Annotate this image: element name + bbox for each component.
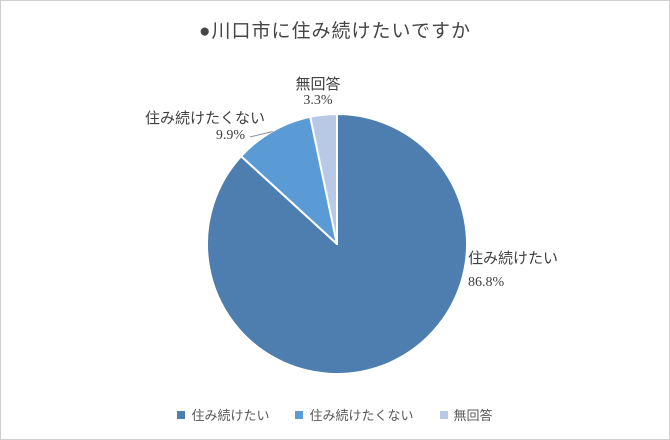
data-label-notstay-name: 住み続けたくない: [144, 111, 265, 127]
leader-line-notstay: [249, 131, 273, 138]
legend: 住み続けたい 住み続けたくない 無回答: [1, 405, 669, 424]
data-label-noanswer-pct: 3.3%: [303, 93, 333, 108]
pie-slice-2: [309, 112, 338, 245]
data-label-notstay-pct: 9.9%: [215, 128, 245, 143]
legend-item-notstay: 住み続けたくない: [295, 405, 414, 424]
legend-label-stay: 住み続けたい: [191, 408, 270, 423]
data-label-noanswer-name: 無回答: [295, 77, 341, 93]
legend-swatch-notstay: [295, 410, 304, 419]
data-label-stay-pct: 86.8%: [468, 275, 505, 291]
legend-swatch-stay: [177, 410, 186, 419]
legend-item-stay: 住み続けたい: [177, 405, 269, 424]
data-label-stay: 住み続けたい 86.8%: [468, 251, 558, 291]
legend-swatch-noanswer: [439, 410, 448, 419]
legend-label-noanswer: 無回答: [453, 408, 493, 423]
data-label-stay-name: 住み続けたい: [468, 251, 559, 267]
legend-item-noanswer: 無回答: [439, 405, 493, 424]
legend-label-notstay: 住み続けたくない: [309, 408, 414, 423]
chart-title: ●川口市に住み続けたいですか: [199, 21, 471, 42]
